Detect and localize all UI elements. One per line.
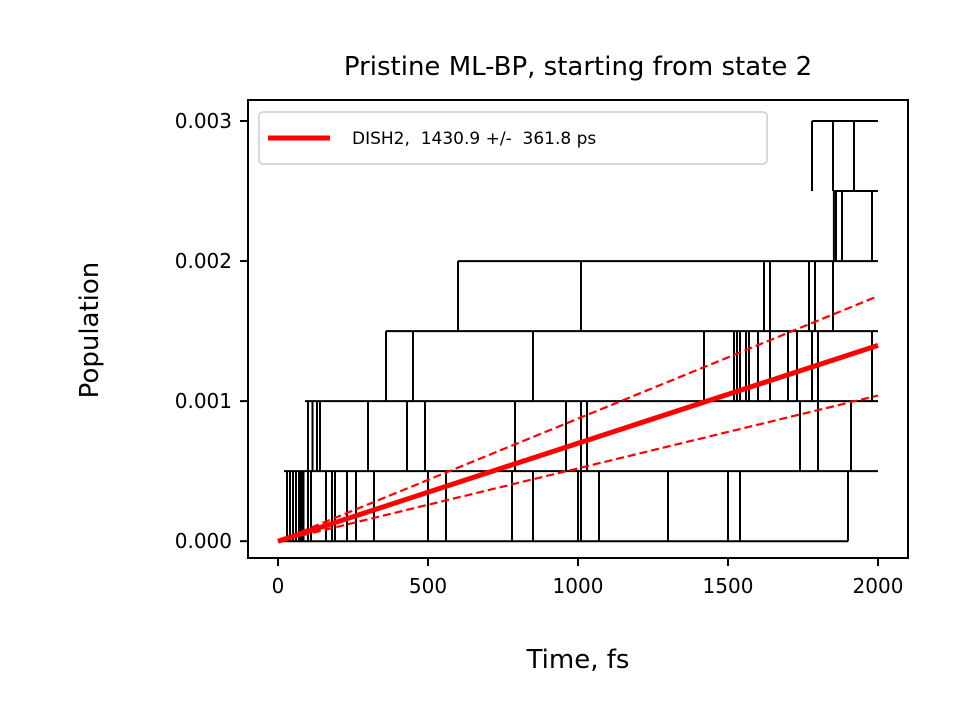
x-tick-label: 0 <box>272 574 285 598</box>
plot-marks <box>277 120 879 544</box>
y-axis-ticks: 0.000 0.001 0.002 0.003 <box>175 109 248 553</box>
chart-title: Pristine ML-BP, starting from state 2 <box>344 52 812 82</box>
fit-lower-bound-line <box>277 394 879 543</box>
legend-box <box>258 111 768 165</box>
y-axis-label: Population <box>75 262 105 399</box>
legend: DISH2, 1430.9 +/- 361.8 ps <box>258 111 768 165</box>
x-tick-label: 2000 <box>853 574 904 598</box>
x-axis-label: Time, fs <box>526 645 630 675</box>
y-tick-label: 0.000 <box>175 529 232 553</box>
y-tick-label: 0.002 <box>175 249 232 273</box>
y-tick-label: 0.001 <box>175 389 232 413</box>
fit-line <box>277 343 879 544</box>
legend-label: DISH2, 1430.9 +/- 361.8 ps <box>352 129 596 149</box>
x-axis-ticks: 0 500 1000 1500 2000 <box>272 558 904 598</box>
x-tick-label: 500 <box>409 574 447 598</box>
axes-frame <box>247 99 909 559</box>
fit-upper-bound-line <box>277 295 879 543</box>
x-tick-label: 1000 <box>553 574 604 598</box>
y-tick-label: 0.003 <box>175 109 232 133</box>
x-tick-label: 1500 <box>703 574 754 598</box>
